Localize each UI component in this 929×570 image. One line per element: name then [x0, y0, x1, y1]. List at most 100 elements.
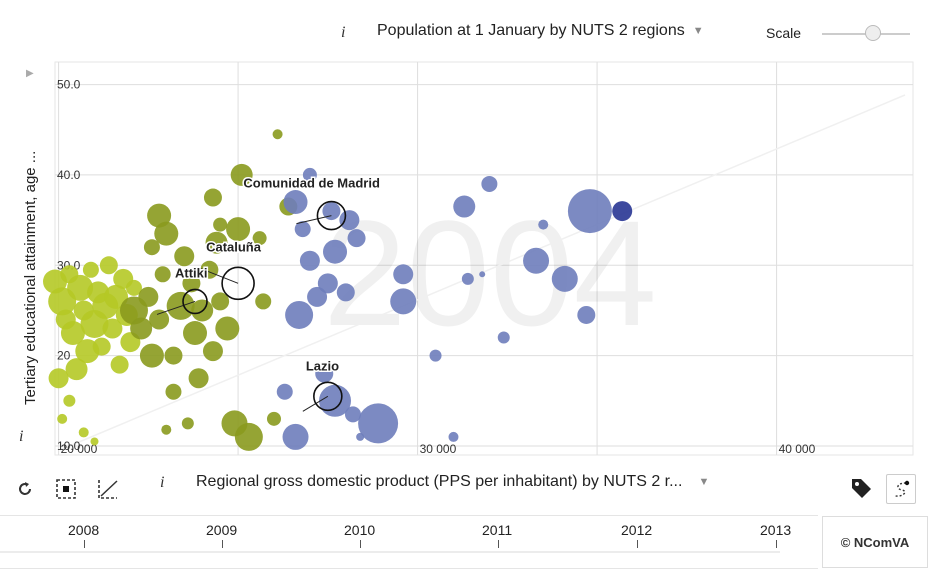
timeline-year[interactable]: 2013	[760, 522, 792, 538]
bubble[interactable]	[282, 423, 309, 450]
bubble[interactable]	[102, 318, 123, 339]
highlight-ring[interactable]	[316, 200, 347, 231]
bubble[interactable]	[215, 316, 240, 341]
bubble[interactable]	[154, 221, 179, 246]
y-info-icon[interactable]: i	[19, 428, 24, 445]
timeline-year[interactable]: 2009	[206, 522, 238, 538]
bubble[interactable]	[551, 265, 578, 292]
bubble[interactable]	[164, 346, 183, 365]
bubble[interactable]	[344, 406, 361, 423]
highlight-ring[interactable]	[182, 288, 208, 315]
bubble[interactable]	[612, 201, 633, 222]
bubble[interactable]	[67, 274, 94, 301]
bubble[interactable]	[567, 189, 612, 234]
bubble[interactable]	[323, 239, 348, 264]
bubble[interactable]	[272, 129, 283, 140]
bubble[interactable]	[65, 358, 88, 381]
highlight-ring[interactable]	[221, 266, 255, 301]
bubble[interactable]	[147, 203, 172, 228]
trend-line-button[interactable]	[97, 478, 119, 500]
bubble[interactable]	[538, 219, 549, 230]
bubble[interactable]	[205, 231, 228, 254]
bubble[interactable]	[322, 202, 341, 221]
timeline-year[interactable]: 2011	[482, 522, 513, 538]
bubble[interactable]	[154, 266, 171, 283]
bubble[interactable]	[90, 437, 99, 446]
bubble[interactable]	[523, 247, 550, 274]
bubble[interactable]	[78, 427, 89, 438]
timeline-year[interactable]: 2012	[621, 522, 653, 538]
bubble[interactable]	[82, 261, 99, 278]
bubble[interactable]	[138, 286, 159, 307]
bubble[interactable]	[149, 309, 170, 330]
timeline-year[interactable]: 2010	[344, 522, 376, 538]
bubble[interactable]	[283, 190, 308, 215]
bubble[interactable]	[453, 195, 476, 218]
bubble[interactable]	[307, 286, 328, 307]
bubble[interactable]	[104, 284, 129, 309]
bubble[interactable]	[110, 355, 129, 374]
timeline-slider[interactable]: 2008 2009 2010 2011 2012 2013	[0, 515, 818, 569]
bubble[interactable]	[48, 368, 69, 389]
bubble[interactable]	[336, 283, 355, 302]
bubble[interactable]	[60, 321, 85, 346]
scale-slider-knob[interactable]	[865, 25, 881, 41]
bubble[interactable]	[234, 422, 263, 451]
bubble[interactable]	[294, 221, 311, 238]
bubble[interactable]	[130, 317, 153, 340]
y-axis-expand-arrow-icon[interactable]: ▶	[26, 68, 34, 79]
x-info-icon[interactable]: i	[160, 474, 165, 491]
tag-button[interactable]	[848, 475, 874, 501]
bubble[interactable]	[302, 167, 317, 182]
bubble[interactable]	[165, 383, 182, 400]
bubble[interactable]	[479, 271, 486, 278]
bubble[interactable]	[461, 272, 474, 285]
trail-button[interactable]	[886, 474, 916, 504]
bubble[interactable]	[285, 300, 314, 329]
bubble[interactable]	[161, 424, 172, 435]
bubble[interactable]	[188, 368, 209, 389]
bubble[interactable]	[299, 250, 320, 271]
bubble[interactable]	[339, 210, 360, 231]
bubble[interactable]	[226, 217, 251, 242]
bubble[interactable]	[181, 417, 194, 430]
bubble[interactable]	[255, 293, 272, 310]
bubble[interactable]	[143, 239, 160, 256]
bubble[interactable]	[230, 163, 253, 186]
bubble[interactable]	[174, 246, 195, 267]
bubble[interactable]	[92, 337, 111, 356]
bubble[interactable]	[319, 384, 352, 417]
timeline-track[interactable]	[0, 551, 780, 553]
bubble[interactable]	[347, 229, 366, 248]
bubble[interactable]	[99, 256, 118, 275]
bubble[interactable]	[57, 413, 68, 424]
timeline-year[interactable]: 2008	[68, 522, 100, 538]
select-box-button[interactable]	[55, 478, 77, 500]
bubble[interactable]	[266, 411, 281, 426]
bubble[interactable]	[202, 341, 223, 362]
bubble[interactable]	[315, 364, 334, 383]
bubble[interactable]	[497, 331, 510, 344]
bubble[interactable]	[252, 231, 267, 246]
bubble[interactable]	[139, 343, 164, 368]
bubble[interactable]	[390, 288, 417, 315]
highlight-ring[interactable]	[313, 381, 343, 412]
bubble[interactable]	[213, 217, 228, 232]
bubble[interactable]	[183, 321, 208, 346]
bubble[interactable]	[182, 274, 201, 293]
bubble[interactable]	[481, 175, 498, 192]
bubble[interactable]	[125, 279, 142, 296]
bubble[interactable]	[448, 431, 459, 442]
bubble[interactable]	[393, 264, 414, 285]
bubble[interactable]	[211, 292, 230, 311]
size-info-icon[interactable]: i	[341, 24, 346, 41]
bubble[interactable]	[358, 403, 399, 444]
size-selector-dropdown[interactable]: Population at 1 January by NUTS 2 region…	[377, 22, 704, 40]
bubble[interactable]	[317, 273, 338, 294]
x-axis-selector[interactable]: Regional gross domestic product (PPS per…	[196, 473, 709, 491]
bubble[interactable]	[63, 394, 76, 407]
bubble[interactable]	[429, 349, 442, 362]
reset-button[interactable]	[14, 478, 36, 500]
bubble[interactable]	[203, 188, 222, 207]
bubble[interactable]	[577, 305, 596, 324]
